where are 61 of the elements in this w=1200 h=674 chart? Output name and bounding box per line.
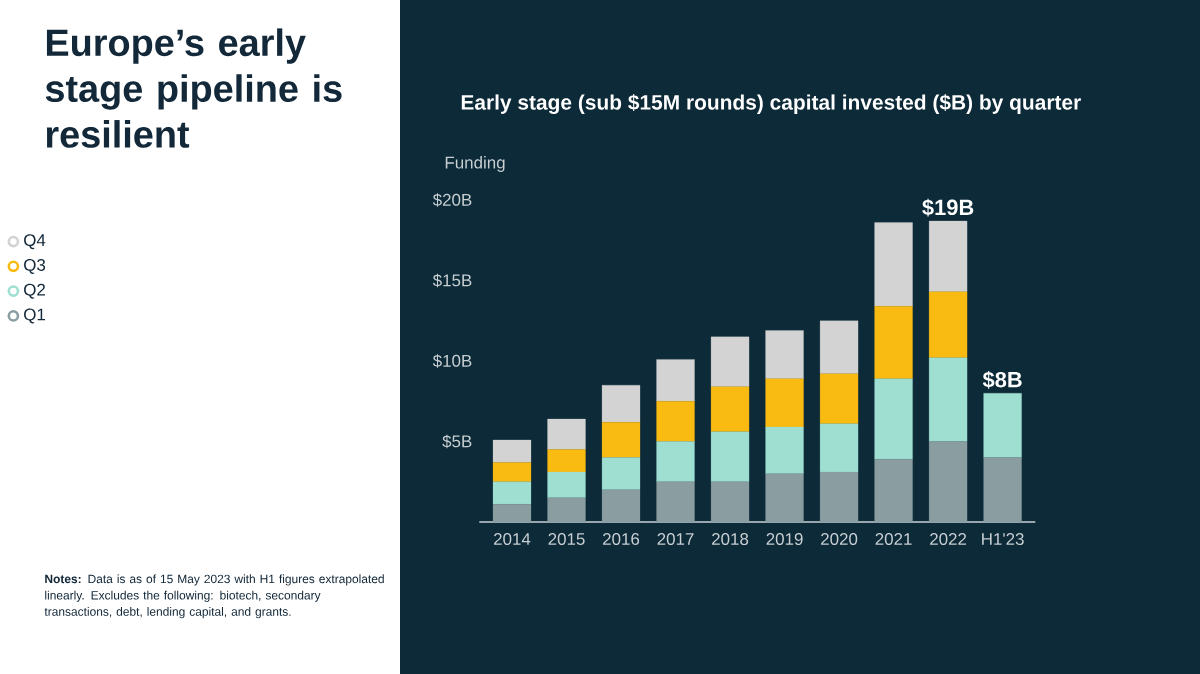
bar — [765, 330, 804, 379]
bar — [928, 220, 968, 292]
bar — [547, 418, 586, 450]
x-tick-label: 2020 — [821, 533, 858, 546]
x-tick-label: 2022 — [930, 533, 967, 546]
x-tick-label: 2018 — [712, 533, 749, 546]
x-tick-label: 2016 — [603, 533, 640, 546]
bar — [874, 222, 913, 307]
bar — [765, 426, 804, 474]
bar — [656, 401, 695, 442]
bar — [874, 459, 913, 523]
legend-label: Q3 — [24, 258, 46, 274]
bar — [656, 359, 695, 402]
y-tick-label: $5B — [442, 434, 472, 449]
legend-label: Q1 — [24, 308, 46, 324]
y-tick-label: $20B — [432, 193, 472, 207]
y-tick-label: $10B — [432, 354, 472, 368]
x-tick-label: 2017 — [657, 533, 694, 546]
x-tick-label: 2014 — [494, 533, 531, 546]
bar — [710, 386, 750, 432]
bar — [656, 481, 695, 523]
bar — [492, 504, 532, 523]
bar — [492, 481, 532, 505]
bar — [547, 449, 586, 473]
chart-subtitle: Early stage (sub $15M rounds) capital invested ($B) by quarter — [461, 94, 1081, 114]
bar — [928, 291, 968, 358]
bar — [547, 497, 586, 523]
x-tick-label: 2015 — [548, 533, 585, 546]
bar — [601, 457, 641, 490]
bar — [765, 378, 804, 428]
bar — [819, 373, 859, 424]
total-label: $19B — [922, 198, 974, 217]
bar — [983, 393, 1022, 458]
bar — [819, 423, 859, 473]
bar — [874, 378, 913, 460]
bar — [492, 462, 532, 482]
bar — [492, 439, 532, 463]
total-label: $8B — [982, 370, 1022, 389]
legend-label: Q4 — [24, 234, 46, 250]
bar — [928, 441, 968, 523]
bar — [710, 336, 750, 387]
bar — [710, 481, 750, 523]
legend-label: Q2 — [24, 283, 45, 299]
x-tick-label: H1'23 — [982, 533, 1024, 546]
x-tick-label: 2021 — [875, 533, 912, 546]
bar — [601, 422, 641, 458]
bar — [819, 320, 859, 374]
chart-title: Europe’s early stage pipeline is resilient — [45, 28, 342, 148]
bar — [601, 385, 641, 423]
bar — [547, 471, 586, 498]
y-tick-label: $15B — [432, 273, 472, 288]
bar — [928, 357, 968, 442]
x-tick-label: 2019 — [766, 533, 803, 546]
bar — [819, 471, 859, 523]
bar — [765, 473, 804, 523]
bar — [656, 441, 695, 482]
bar — [710, 431, 750, 482]
y-axis-title: Funding — [445, 156, 505, 172]
bar — [874, 306, 913, 379]
bar — [601, 489, 641, 523]
bar — [983, 457, 1022, 523]
